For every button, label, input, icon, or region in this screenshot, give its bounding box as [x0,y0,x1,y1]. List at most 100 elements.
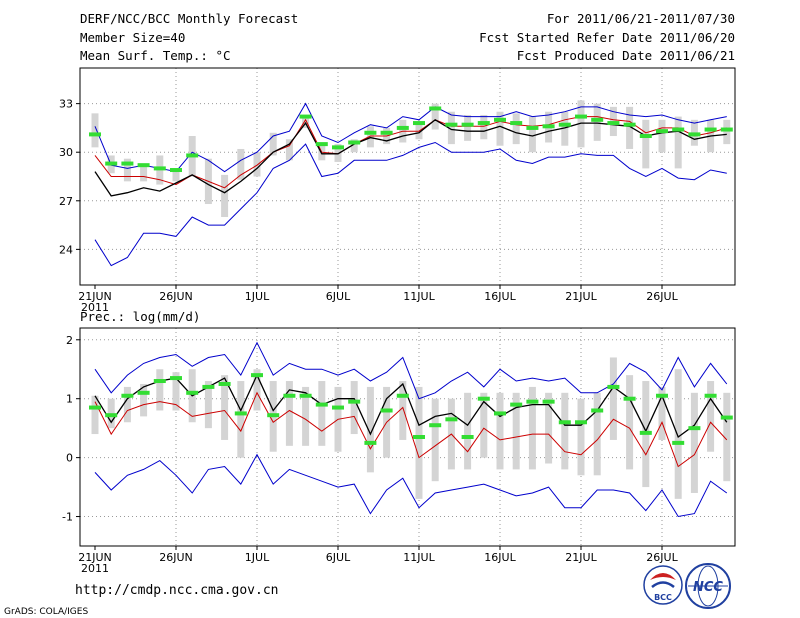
ncc-logo: NCC [685,563,731,609]
prec-median-marker [105,413,118,418]
prec-median-marker [186,390,199,395]
temp-spread-bar [334,144,342,162]
temp-spread-bar [577,100,585,148]
temp-spread-bar [642,119,650,169]
temp-median-marker [121,161,134,166]
prec-spread-bar [723,392,731,482]
temp-median-marker [704,127,717,132]
temp-spread-bar [496,111,504,146]
prec-x-tick-label: 16JUL [484,551,516,564]
prec-median-marker [283,393,296,398]
prec-median-marker [591,408,604,413]
temp-upper-envelope-line [94,102,727,173]
prec-median-marker [526,399,539,404]
prec-spread-bar [350,381,358,435]
prec-median-marker [656,393,668,398]
prec-spread-bar [464,392,472,470]
temp-spread-bar [464,114,472,141]
prec-spread-bar [512,392,520,470]
temp-median-marker [348,140,361,145]
precipitation-panel: -1 0 1 2 21JUN 26JUN 1JUL 6JUL 11JUL 16JUL 21JUL 26… [62,327,736,575]
prec-median-marker [299,393,312,398]
temp-x-tick-label: 11JUL [403,290,435,303]
temp-spread-bar [221,174,229,217]
prec-median-marker [267,413,280,418]
temp-spread-bar [723,119,731,145]
prec-median-marker [251,373,263,378]
variable-label: Mean Surf. Temp.: °C [80,48,231,63]
temp-climatology-line [94,116,727,189]
temp-spread-bar [253,152,261,177]
member-size-label: Member Size=40 [80,30,185,45]
precip-panel-title: Prec.: log(mm/d) [80,309,200,324]
temp-spread-bar [561,111,569,146]
prec-median-marker [510,402,523,407]
prec-upper-envelope-line [94,341,728,400]
prec-median-marker [170,376,182,381]
temp-median-marker [672,127,685,132]
temp-median-marker [688,132,701,137]
temp-median-marker [364,130,377,135]
temp-median-marker [186,153,199,158]
prec-spread-bar [431,398,439,482]
prec-median-marker [153,379,166,384]
grads-credit: GrADS: COLA/IGES [4,607,88,617]
temp-lower-envelope-line [94,141,727,267]
prec-spread-bar [609,357,617,440]
prec-spread-bar [561,392,569,470]
temp-y-tick-label: 30 [59,146,73,159]
ncc-logo-text: NCC [693,580,723,595]
prec-spread-bar [91,395,99,435]
prec-spread-bar [204,381,212,429]
prec-spread-bar [707,381,715,452]
temp-x-tick-label: 21JUN [78,290,112,303]
prec-median-marker [202,384,215,389]
temp-spread-bar [123,158,131,182]
source-url: http://cmdp.ncc.cma.gov.cn [75,583,279,598]
prec-x-tick-label: 26JUN [159,551,193,564]
temp-median-marker [494,117,506,122]
prec-spread-bar [658,386,666,440]
prec-x-tick-label: 1JUL [245,551,270,564]
prec-median-marker [639,430,652,435]
temp-median-marker [575,114,587,119]
temp-spread-bar [172,168,180,182]
prec-median-marker [494,411,506,416]
temp-y-tick-label: 27 [59,195,73,208]
temp-spread-bar [658,119,666,153]
prec-spread-bar [302,386,310,446]
bcc-logo-text: BCC [654,593,672,602]
prec-spread-bar [496,392,504,470]
prec-median-marker [348,399,361,404]
temp-spread-bar [528,116,536,153]
forecast-period: For 2011/06/21-2011/07/30 [547,11,735,26]
temp-median-marker [477,121,490,126]
prec-median-marker [607,384,620,389]
prec-x-tick-label: 26JUL [646,551,678,564]
temp-spread-bar [447,111,455,145]
temp-median-marker [510,121,523,126]
temp-median-marker [429,106,442,111]
prec-spread-bar [285,381,293,446]
prec-spread-bar [690,392,698,493]
prec-median-marker [218,381,231,386]
temp-median-marker [461,122,474,127]
prec-spread-bar [545,392,553,464]
prec-median-marker [542,399,555,404]
prec-spread-bar [221,375,229,440]
prec-median-marker [445,417,458,422]
prec-lower-envelope-line [94,453,728,518]
prec-y-tick-label: 2 [66,334,73,347]
prec-spread-bar [415,386,423,499]
temp-spread-bar [366,126,374,148]
temp-median-marker [380,130,393,135]
temp-median-marker [396,125,409,130]
temp-x-tick-label: 1JUL [245,290,270,303]
temp-x-year-label: 2011 [81,301,109,314]
temp-spread-bar [302,114,310,128]
temp-spread-bar [593,103,601,141]
temp-x-tick-label: 26JUL [646,290,678,303]
temp-spread-bar [269,132,277,156]
temp-spread-bar [512,113,520,145]
temp-x-tick-label: 21JUL [565,290,597,303]
